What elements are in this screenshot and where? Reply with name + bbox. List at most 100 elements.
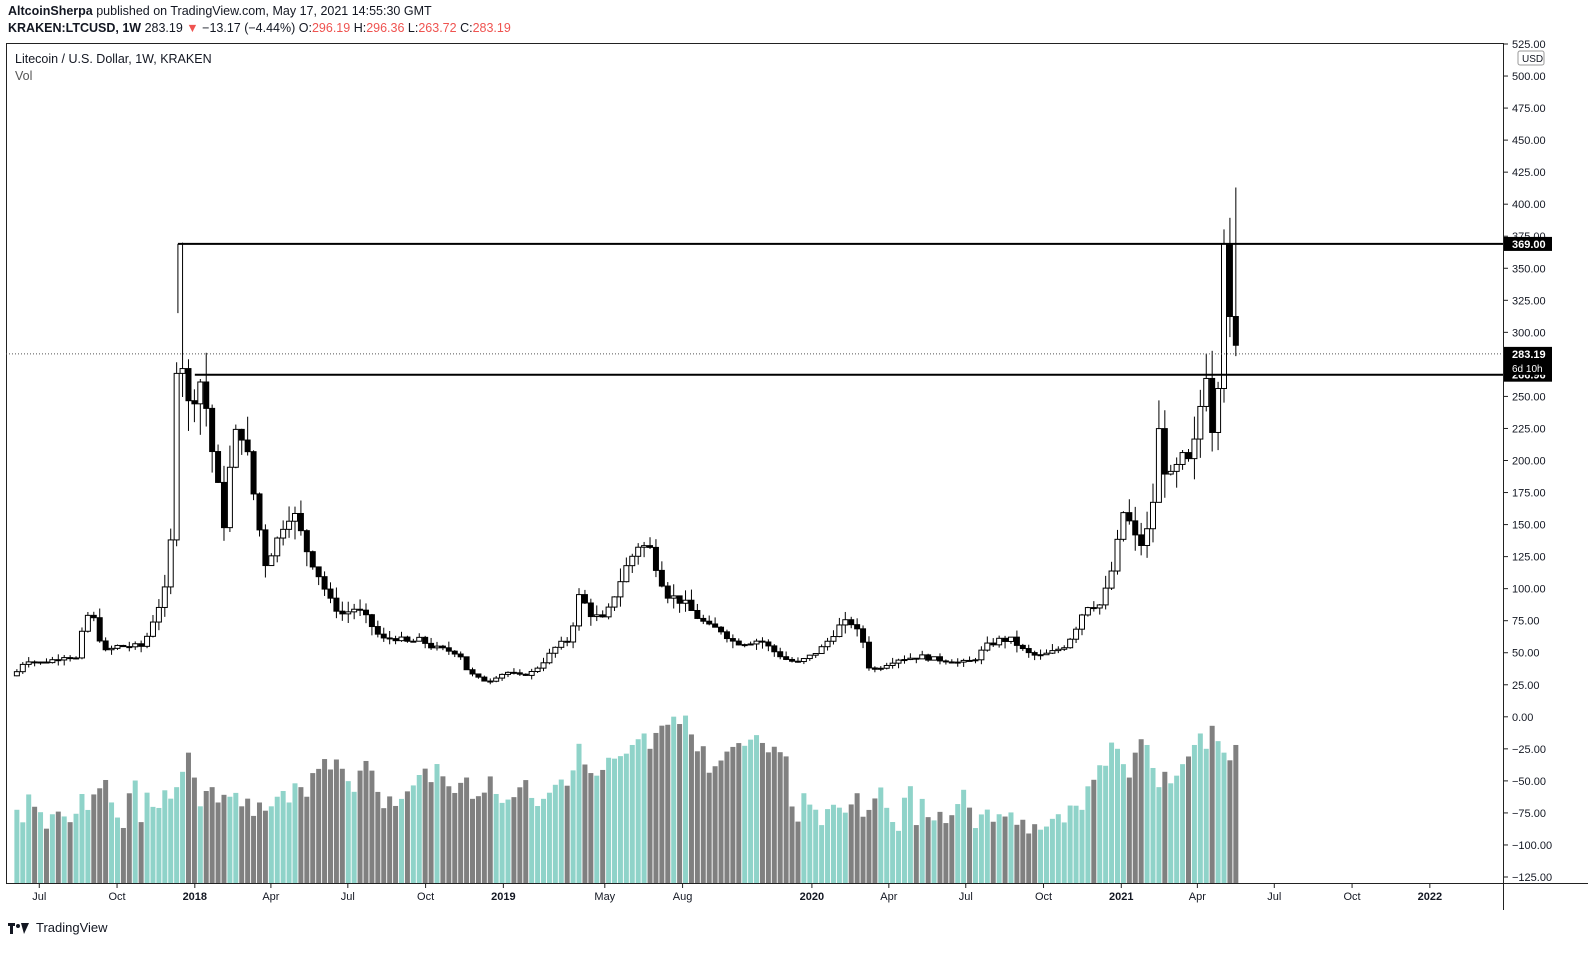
volume-bar [357, 770, 363, 883]
candle-up [1173, 463, 1180, 472]
y-tick-label: −125.00 [1512, 872, 1552, 884]
volume-bar [345, 781, 351, 883]
volume-bar [292, 783, 298, 883]
volume-bar [623, 753, 629, 883]
candle-up [682, 599, 689, 604]
y-tick-label: 175.00 [1512, 488, 1546, 500]
volume-bar [398, 798, 404, 883]
candle-up [280, 528, 287, 539]
candle-down [357, 608, 364, 611]
candle-down [1013, 636, 1020, 646]
volume-bar [458, 782, 464, 883]
volume-bar [706, 772, 712, 883]
volume-bar [26, 794, 32, 883]
volume-legend-title[interactable]: Vol [15, 69, 33, 83]
y-tick-label: 350.00 [1512, 263, 1546, 275]
candle-down [220, 481, 227, 529]
volume-bar [132, 780, 138, 883]
candle-down [694, 609, 701, 619]
candle-down [700, 617, 707, 622]
candle-up [741, 644, 748, 647]
series-legend-title[interactable]: Litecoin / U.S. Dollar, 1W, KRAKEN [15, 52, 212, 66]
volume-bar [109, 802, 115, 883]
candle-down [1209, 377, 1216, 433]
candle-down [120, 644, 127, 648]
candle-down [1161, 428, 1168, 475]
volume-bar [375, 791, 381, 883]
candle-down [706, 620, 713, 625]
volume-bar [1126, 777, 1132, 883]
x-tick-label: 2021 [1109, 891, 1133, 903]
currency-unit-label: USD [1522, 54, 1543, 65]
candle-up [1043, 652, 1050, 656]
candle-up [1061, 647, 1068, 650]
price-candles [13, 187, 1239, 685]
x-tick-label: Jul [32, 891, 46, 903]
candle-down [203, 381, 210, 409]
candle-up [576, 594, 583, 627]
volume-bar [1132, 752, 1138, 883]
candle-down [96, 617, 103, 642]
candle-down [664, 585, 671, 599]
volume-bar [251, 815, 257, 883]
volume-bar [1097, 765, 1103, 883]
tradingview-wordmark: TradingView [36, 920, 108, 935]
volume-bar [570, 770, 576, 883]
author-name[interactable]: AltcoinSherpa [8, 4, 93, 18]
volume-bar [1197, 733, 1203, 883]
volume-bar [1156, 787, 1162, 883]
volume-bar [523, 780, 529, 883]
volume-bar [416, 774, 422, 883]
volume-bar [641, 733, 647, 883]
volume-bar [49, 814, 55, 883]
candle-up [1149, 501, 1156, 530]
volume-bar [541, 798, 547, 883]
candle-down [948, 661, 955, 664]
volume-bar [144, 792, 150, 883]
volume-bar [14, 809, 20, 883]
candle-up [274, 537, 281, 557]
candle-up [747, 643, 754, 646]
candle-down [688, 599, 695, 611]
candle-up [877, 667, 884, 670]
candle-up [954, 661, 961, 664]
volume-bar [872, 798, 878, 883]
volume-bar [55, 811, 61, 883]
volume-bar [949, 815, 955, 883]
x-tick-label: May [594, 891, 615, 903]
volume-bar [1067, 805, 1073, 883]
volume-bar [606, 757, 612, 883]
volume-bar [517, 787, 523, 883]
volume-bar [310, 773, 316, 883]
candle-up [19, 663, 26, 673]
volume-bar [1038, 829, 1044, 883]
candle-down [936, 656, 943, 662]
candle-up [61, 657, 68, 661]
volume-bar [558, 779, 564, 883]
volume-bar [286, 802, 292, 883]
x-tick-label: Apr [1189, 891, 1206, 903]
volume-bar [564, 785, 570, 883]
volume-bar [1014, 824, 1020, 883]
y-tick-label: 150.00 [1512, 520, 1546, 532]
candle-down [647, 545, 654, 548]
volume-bar [114, 817, 120, 883]
volume-bar [848, 804, 854, 883]
volume-bar [120, 827, 126, 883]
x-tick-label: Jul [341, 891, 355, 903]
candle-up [1108, 570, 1115, 589]
candle-down [404, 636, 411, 642]
volume-bar [1002, 816, 1008, 883]
candle-up [84, 614, 91, 632]
volume-bar [351, 791, 357, 883]
candle-down [102, 640, 109, 651]
volume-bar [830, 804, 836, 883]
candle-up [812, 653, 819, 656]
candle-up [351, 608, 358, 613]
candle-up [291, 512, 298, 522]
volume-bar [913, 825, 919, 883]
volume-bar [884, 807, 890, 883]
candle-down [333, 597, 340, 612]
tradingview-logo[interactable]: TradingView [8, 920, 108, 935]
